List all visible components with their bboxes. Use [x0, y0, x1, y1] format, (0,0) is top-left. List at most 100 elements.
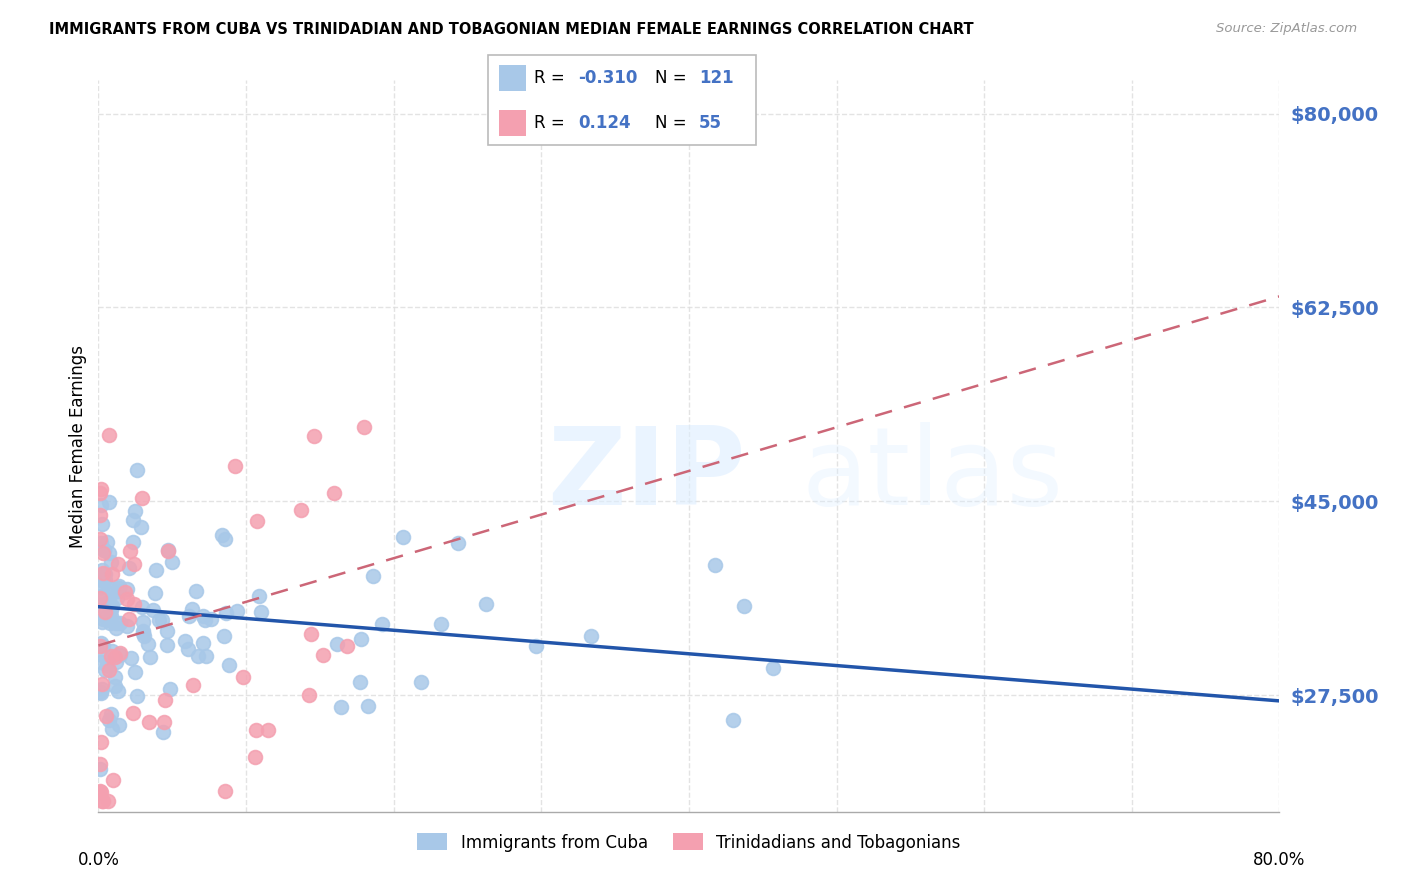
Point: [703, 558, 725, 572]
Point: [371, 617, 394, 632]
Point: [97, 713, 120, 727]
Point: [304, 429, 326, 443]
Text: N =: N =: [655, 114, 692, 132]
Point: [101, 566, 124, 581]
Point: [349, 674, 371, 689]
Point: [90, 615, 112, 629]
Point: [108, 646, 131, 660]
Point: [191, 608, 214, 623]
Point: [100, 556, 122, 570]
Point: [326, 637, 349, 651]
Point: [179, 608, 201, 623]
Point: [430, 616, 453, 631]
Point: [174, 634, 197, 648]
Text: Source: ZipAtlas.com: Source: ZipAtlas.com: [1216, 22, 1357, 36]
Point: [138, 637, 160, 651]
Point: [194, 613, 217, 627]
Point: [118, 611, 141, 625]
Point: [329, 699, 352, 714]
Point: [127, 463, 149, 477]
Point: [132, 624, 155, 638]
Point: [176, 642, 198, 657]
Point: [124, 558, 146, 572]
Point: [191, 636, 214, 650]
Point: [132, 629, 155, 643]
Point: [103, 679, 125, 693]
Point: [96, 657, 118, 672]
Point: [214, 784, 236, 798]
Point: [94, 709, 117, 723]
Point: [143, 585, 166, 599]
Point: [392, 530, 415, 544]
Point: [131, 600, 153, 615]
FancyBboxPatch shape: [499, 110, 526, 136]
Point: [89, 640, 111, 654]
Point: [98, 663, 121, 677]
Text: 80.0%: 80.0%: [1253, 851, 1306, 869]
Point: [89, 532, 111, 546]
Point: [97, 599, 120, 614]
Point: [142, 603, 165, 617]
Point: [409, 674, 432, 689]
Point: [131, 615, 153, 629]
Point: [181, 601, 204, 615]
Point: [100, 722, 122, 736]
Point: [93, 543, 115, 558]
Point: [105, 591, 128, 606]
Point: [723, 713, 745, 727]
Point: [104, 670, 127, 684]
Point: [124, 665, 146, 679]
Point: [159, 681, 181, 696]
Point: [322, 485, 344, 500]
Point: [98, 582, 121, 596]
Point: [475, 597, 498, 611]
Point: [336, 639, 359, 653]
Point: [115, 582, 138, 596]
Point: [94, 573, 117, 587]
Point: [122, 597, 145, 611]
Point: [100, 608, 122, 623]
Point: [97, 613, 120, 627]
Point: [101, 772, 124, 787]
Point: [89, 684, 111, 698]
Point: [90, 677, 112, 691]
Point: [90, 686, 112, 700]
Point: [150, 613, 173, 627]
Point: [181, 678, 204, 692]
Point: [357, 698, 380, 713]
Point: [117, 592, 139, 607]
Point: [138, 715, 160, 730]
Text: R =: R =: [534, 69, 571, 87]
Point: [243, 749, 266, 764]
Point: [121, 513, 143, 527]
Point: [194, 648, 217, 663]
Point: [91, 648, 114, 662]
Point: [91, 588, 114, 602]
Point: [90, 482, 112, 496]
Point: [97, 595, 120, 609]
Point: [127, 689, 149, 703]
Point: [89, 757, 111, 772]
Point: [132, 625, 155, 640]
Text: ZIP: ZIP: [547, 422, 745, 528]
Text: atlas: atlas: [801, 422, 1063, 528]
Point: [100, 649, 122, 664]
Point: [353, 420, 375, 434]
Point: [160, 555, 183, 569]
Point: [89, 762, 111, 776]
Point: [110, 615, 132, 630]
Point: [91, 681, 114, 696]
Point: [100, 707, 122, 722]
Point: [245, 723, 267, 738]
Point: [97, 595, 120, 609]
Point: [90, 498, 112, 512]
Point: [107, 683, 129, 698]
Point: [89, 591, 111, 606]
Point: [98, 494, 121, 508]
Point: [211, 528, 233, 542]
Point: [104, 615, 127, 630]
Point: [524, 640, 547, 654]
Point: [90, 655, 112, 669]
Text: 55: 55: [699, 114, 721, 132]
Point: [91, 566, 114, 581]
